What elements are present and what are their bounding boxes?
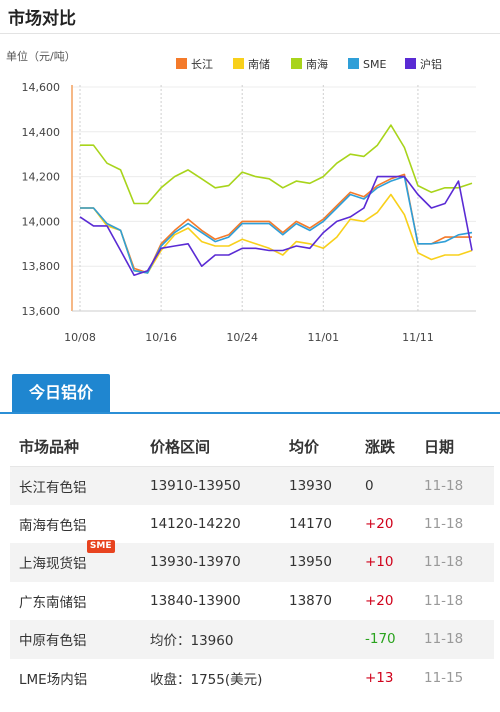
x-tick-label: 10/08: [64, 331, 96, 344]
price-date: 11-18: [424, 620, 494, 659]
series-line: [80, 175, 473, 274]
header-average: 均价: [289, 428, 365, 467]
legend-swatch: [348, 58, 359, 69]
price-change: 0: [365, 466, 424, 505]
market-name-link[interactable]: 上海现货铝 SME: [19, 540, 115, 573]
price-change: -170: [365, 620, 424, 659]
price-range: 14120-14220: [150, 515, 241, 532]
x-tick-label: 11/11: [402, 331, 434, 344]
market-name-link[interactable]: 长江有色铝: [10, 466, 150, 505]
legend-swatch: [405, 58, 416, 69]
legend-label: 南海: [306, 57, 328, 71]
series-line: [80, 124, 473, 205]
average-price: 13930: [289, 466, 365, 505]
series-line: [79, 175, 473, 276]
legend-label: 长江: [191, 58, 213, 71]
price-date: 11-15: [424, 669, 464, 686]
average-price: 13950: [289, 543, 365, 582]
price-date: 11-18: [424, 592, 464, 609]
y-tick-label: 13,800: [22, 260, 61, 273]
table-row: LME场内铝 收盘：1755(美元) +13 11-15: [10, 659, 494, 698]
legend-label: 南储: [248, 57, 270, 71]
price-change: +20: [365, 592, 394, 609]
section-title: 市场对比: [8, 9, 76, 29]
market-name-cell: 上海现货铝 SME: [10, 540, 150, 582]
table-row: 中原有色铝 均价：13960 -170 11-18: [10, 620, 494, 659]
price-date: 11-18: [424, 515, 464, 532]
header-range: 价格区间: [150, 428, 289, 467]
tab-bar: 今日铝价: [0, 372, 500, 414]
market-compare-header: 市场对比: [0, 0, 500, 34]
legend-swatch: [176, 58, 187, 69]
table-row: 长江有色铝 13910-13950 13930 0 11-18: [10, 466, 494, 505]
table-row: 南海有色铝 14120-14220 14170 +20 11-18: [10, 505, 494, 544]
price-change: +20: [365, 515, 394, 532]
price-date: 11-18: [424, 466, 494, 505]
price-range: 13910-13950: [150, 466, 289, 505]
market-name-link[interactable]: 中原有色铝: [10, 620, 150, 659]
market-name-text: 上海现货铝: [19, 556, 87, 573]
table-header-row: 市场品种 价格区间 均价 涨跌 日期: [10, 428, 494, 467]
y-tick-label: 14,600: [22, 81, 61, 94]
price-date: 11-18: [424, 543, 494, 582]
table-row: 广东南储铝 13840-13900 13870 +20 11-18: [10, 582, 494, 621]
price-range: 收盘：1755(美元): [150, 671, 263, 688]
table-row: 上海现货铝 SME 13930-13970 13950 +10 11-18: [10, 540, 494, 582]
price-change: +13: [365, 669, 394, 686]
price-range: 13840-13900: [150, 592, 241, 609]
sme-badge: SME: [86, 540, 115, 554]
price-range: 13930-13970: [150, 543, 289, 582]
legend-label: 沪铝: [420, 57, 442, 71]
market-name-link[interactable]: LME场内铝: [19, 671, 88, 688]
series-line: [80, 193, 473, 274]
y-axis-unit-label: 单位（元/吨）: [6, 49, 76, 63]
y-tick-label: 13,600: [22, 305, 61, 318]
market-name-link[interactable]: 广东南储铝: [19, 594, 87, 611]
x-tick-label: 10/16: [145, 331, 177, 344]
y-tick-label: 14,200: [22, 171, 61, 184]
header-change: 涨跌: [365, 428, 424, 467]
legend-swatch: [291, 58, 302, 69]
x-tick-label: 10/24: [226, 331, 258, 344]
y-tick-label: 14,000: [22, 215, 61, 228]
legend-label: SME: [363, 58, 386, 71]
y-tick-label: 14,400: [22, 126, 61, 139]
legend-swatch: [233, 58, 244, 69]
price-table: 市场品种 价格区间 均价 涨跌 日期 长江有色铝 13910-13950 139…: [10, 428, 494, 697]
x-tick-label: 11/01: [307, 331, 339, 344]
average-price: [289, 620, 365, 659]
price-range: 均价：13960: [150, 620, 289, 659]
price-comparison-chart: 单位（元/吨） 14,600 14,400 14,200 14,000 13,800 13,…: [6, 49, 476, 344]
market-name-link[interactable]: 南海有色铝: [19, 517, 87, 534]
header-date: 日期: [424, 428, 494, 467]
average-price: [289, 659, 365, 698]
header-market: 市场品种: [10, 428, 150, 467]
average-price: 14170: [289, 515, 332, 532]
tab-today-aluminum-price[interactable]: 今日铝价: [12, 374, 110, 412]
average-price: 13870: [289, 592, 332, 609]
price-change: +10: [365, 543, 424, 582]
